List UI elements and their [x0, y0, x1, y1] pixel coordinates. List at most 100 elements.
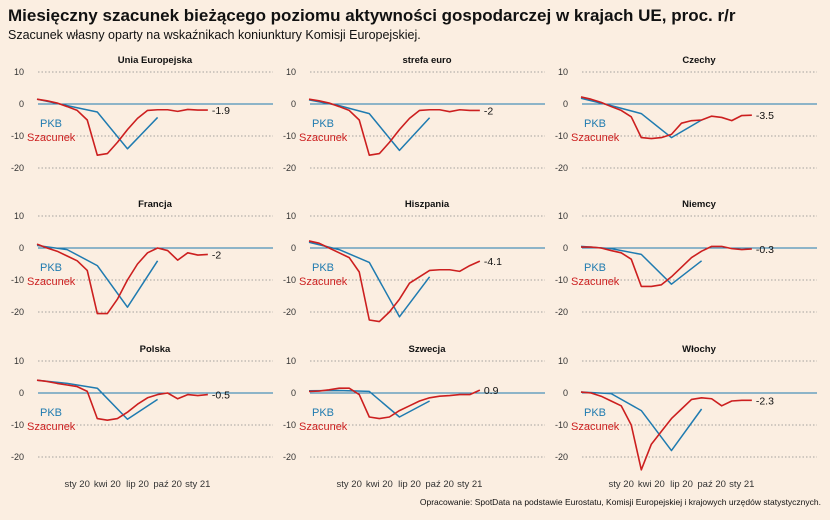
- last-value-label: -0.3: [756, 244, 774, 256]
- szacunek-series-label: Szacunek: [299, 421, 348, 433]
- panel-title: Francja: [138, 199, 173, 210]
- panel-7: 10 0 -10 -20 Polska -0.5 PKB Szacunek sty 20 kwi …: [11, 344, 273, 490]
- panel-title: strefa euro: [402, 55, 451, 66]
- y-tick-label: 0: [19, 243, 24, 253]
- x-tick-label: kwi 20: [366, 479, 393, 490]
- y-tick-label: -10: [11, 275, 24, 285]
- y-tick-label: 10: [286, 67, 296, 77]
- x-tick-label: sty 20: [65, 479, 90, 490]
- pkb-series-label: PKB: [312, 262, 334, 274]
- x-tick-label: sty 20: [337, 479, 362, 490]
- x-tick-label: lip 20: [398, 479, 421, 490]
- y-tick-label: -10: [555, 131, 568, 141]
- y-tick-label: -20: [555, 452, 568, 462]
- y-tick-label: 0: [19, 388, 24, 398]
- panel-6: 10 0 -10 -20 Niemcy -0.3 PKB Szacunek: [555, 199, 817, 317]
- y-tick-label: -10: [283, 275, 296, 285]
- y-tick-label: 0: [563, 243, 568, 253]
- pkb-series-label: PKB: [584, 262, 606, 274]
- last-value-label: -4.1: [484, 256, 502, 268]
- y-tick-label: 10: [558, 67, 568, 77]
- pkb-series-line: [36, 244, 159, 308]
- szacunek-series-line: [308, 98, 480, 156]
- x-tick-label: sty 20: [609, 479, 634, 490]
- y-tick-label: -20: [11, 307, 24, 317]
- szacunek-series-label: Szacunek: [571, 421, 620, 433]
- last-value-label: -2: [484, 105, 493, 117]
- x-tick-label: sty 21: [729, 479, 754, 490]
- page-title: Miesięczny szacunek bieżącego poziomu ak…: [8, 6, 736, 25]
- last-value-label: -2.3: [756, 395, 774, 407]
- y-tick-label: 0: [291, 388, 296, 398]
- y-tick-label: -10: [283, 131, 296, 141]
- pkb-series-label: PKB: [584, 407, 606, 419]
- szacunek-series-label: Szacunek: [571, 276, 620, 288]
- y-tick-label: 10: [14, 356, 24, 366]
- panel-title: Hiszpania: [405, 199, 450, 210]
- y-tick-label: -10: [11, 131, 24, 141]
- szacunek-series-label: Szacunek: [27, 276, 76, 288]
- y-tick-label: -20: [283, 307, 296, 317]
- y-tick-label: 10: [558, 211, 568, 221]
- x-tick-label: paź 20: [153, 479, 182, 490]
- x-tick-label: paź 20: [425, 479, 454, 490]
- szacunek-series-line: [581, 245, 752, 288]
- panel-8: 10 0 -10 -20 Szwecja 0.9 PKB Szacunek sty 20 kwi …: [283, 344, 545, 490]
- szacunek-series-label: Szacunek: [27, 421, 76, 433]
- szacunek-series-line: [36, 98, 208, 156]
- panel-2: 10 0 -10 -20 strefa euro -2 PKB Szacunek: [283, 55, 545, 173]
- pkb-series-line: [36, 379, 159, 420]
- pkb-series-label: PKB: [40, 407, 62, 419]
- pkb-series-label: PKB: [312, 118, 334, 130]
- x-tick-label: kwi 20: [94, 479, 121, 490]
- y-tick-label: -10: [555, 275, 568, 285]
- y-tick-label: -10: [11, 420, 24, 430]
- y-tick-label: -20: [555, 307, 568, 317]
- szacunek-series-line: [308, 387, 481, 420]
- last-value-label: -2: [212, 249, 221, 261]
- y-tick-label: -20: [11, 452, 24, 462]
- panel-1: 10 0 -10 -20 Unia Europejska -1.9 PKB Szacunek: [11, 55, 273, 173]
- pkb-series-line: [580, 391, 703, 452]
- x-tick-label: lip 20: [126, 479, 149, 490]
- y-tick-label: -20: [283, 163, 296, 173]
- x-tick-label: sty 21: [457, 479, 482, 490]
- y-tick-label: -20: [11, 163, 24, 173]
- y-tick-label: 0: [291, 243, 296, 253]
- y-tick-label: 10: [14, 211, 24, 221]
- szacunek-series-label: Szacunek: [27, 132, 76, 144]
- pkb-series-label: PKB: [40, 262, 62, 274]
- last-value-label: -1.9: [212, 105, 230, 117]
- szacunek-series-line: [580, 391, 752, 471]
- panel-title: Włochy: [682, 344, 716, 355]
- panel-title: Polska: [140, 344, 171, 355]
- y-tick-label: 10: [14, 67, 24, 77]
- last-value-label: -3.5: [756, 110, 774, 122]
- pkb-series-label: PKB: [40, 118, 62, 130]
- panel-title: Unia Europejska: [118, 55, 193, 66]
- szacunek-series-label: Szacunek: [299, 132, 348, 144]
- panel-title: Czechy: [682, 55, 716, 66]
- x-tick-label: paź 20: [697, 479, 726, 490]
- x-tick-label: sty 21: [185, 479, 210, 490]
- szacunek-series-line: [36, 379, 208, 422]
- y-tick-label: 10: [286, 211, 296, 221]
- y-tick-label: -10: [283, 420, 296, 430]
- y-tick-label: 10: [286, 356, 296, 366]
- pkb-series-label: PKB: [584, 118, 606, 130]
- szacunek-series-line: [308, 240, 481, 323]
- szacunek-series-line: [36, 243, 208, 315]
- panel-5: 10 0 -10 -20 Hiszpania -4.1 PKB Szacunek: [283, 199, 545, 323]
- x-tick-label: lip 20: [670, 479, 693, 490]
- y-tick-label: -20: [283, 452, 296, 462]
- panel-4: 10 0 -10 -20 Francja -2 PKB Szacunek: [11, 199, 273, 317]
- y-tick-label: -20: [555, 163, 568, 173]
- y-tick-label: -10: [555, 420, 568, 430]
- panel-3: 10 0 -10 -20 Czechy -3.5 PKB Szacunek: [555, 55, 817, 173]
- pkb-series-label: PKB: [312, 407, 334, 419]
- panel-title: Niemcy: [682, 199, 717, 210]
- szacunek-series-label: Szacunek: [571, 132, 620, 144]
- x-tick-label: kwi 20: [638, 479, 665, 490]
- page-subtitle: Szacunek własny oparty na wskaźnikach ko…: [8, 28, 421, 42]
